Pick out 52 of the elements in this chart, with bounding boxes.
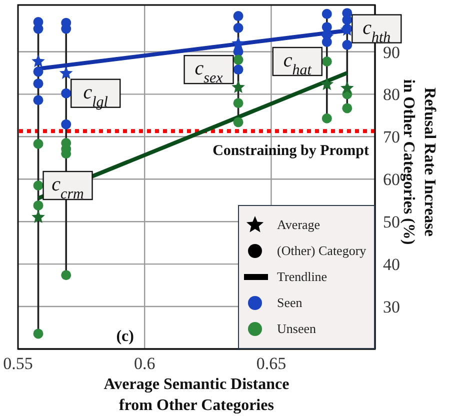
y-axis-title: Refusal Rate Increase in Other Categories (%) xyxy=(400,79,438,245)
y-tick-label: 70 xyxy=(383,128,400,147)
point xyxy=(233,22,244,33)
x-tick-label: 0.55 xyxy=(3,354,33,374)
point xyxy=(32,210,45,224)
point xyxy=(233,117,244,128)
annotation: c$_{sex}$ xyxy=(194,58,224,87)
point xyxy=(322,56,332,66)
point xyxy=(59,66,73,80)
point xyxy=(322,113,332,124)
point xyxy=(33,66,44,77)
text: (c) xyxy=(116,328,134,345)
point xyxy=(322,8,332,19)
point xyxy=(33,200,44,210)
annotation: c$_{lgl}$ xyxy=(83,81,108,110)
annotation: Average xyxy=(277,217,320,233)
point xyxy=(33,328,44,339)
point xyxy=(233,11,244,22)
point xyxy=(33,138,44,149)
point xyxy=(61,270,72,280)
point xyxy=(340,81,354,94)
point xyxy=(342,103,352,114)
legend-label: Unseen xyxy=(277,321,316,337)
legend-label: Seen xyxy=(277,295,302,311)
y-tick-label: 40 xyxy=(383,255,400,274)
point xyxy=(33,180,44,190)
point xyxy=(320,77,334,90)
point xyxy=(232,36,245,50)
y-tick-label: 30 xyxy=(383,298,400,317)
point xyxy=(342,14,352,25)
point xyxy=(32,54,45,68)
annotation: Trendline xyxy=(277,269,328,285)
annotation: c$_{hat}$ xyxy=(283,49,312,78)
annotation: (Other) Category xyxy=(277,243,366,259)
point xyxy=(33,95,44,106)
point xyxy=(61,88,72,98)
x-tick-label: 0.6 xyxy=(134,354,156,374)
point xyxy=(232,80,245,94)
y-tick-label: 80 xyxy=(383,85,400,104)
y-tick-label: 50 xyxy=(383,212,400,232)
y-tick-label: 60 xyxy=(383,170,400,190)
point xyxy=(33,78,44,89)
annotation: c$_{crm}$ xyxy=(52,173,84,202)
point xyxy=(233,54,244,65)
x-tick-label: 0.65 xyxy=(256,354,286,374)
point xyxy=(233,64,244,75)
x-axis-title: Average Semantic Distance from Other Categories xyxy=(104,376,290,414)
point xyxy=(33,24,44,34)
point xyxy=(61,119,72,130)
ref-line-label: Constraining by Prompt xyxy=(212,143,369,160)
point xyxy=(233,98,244,108)
point xyxy=(342,40,352,50)
